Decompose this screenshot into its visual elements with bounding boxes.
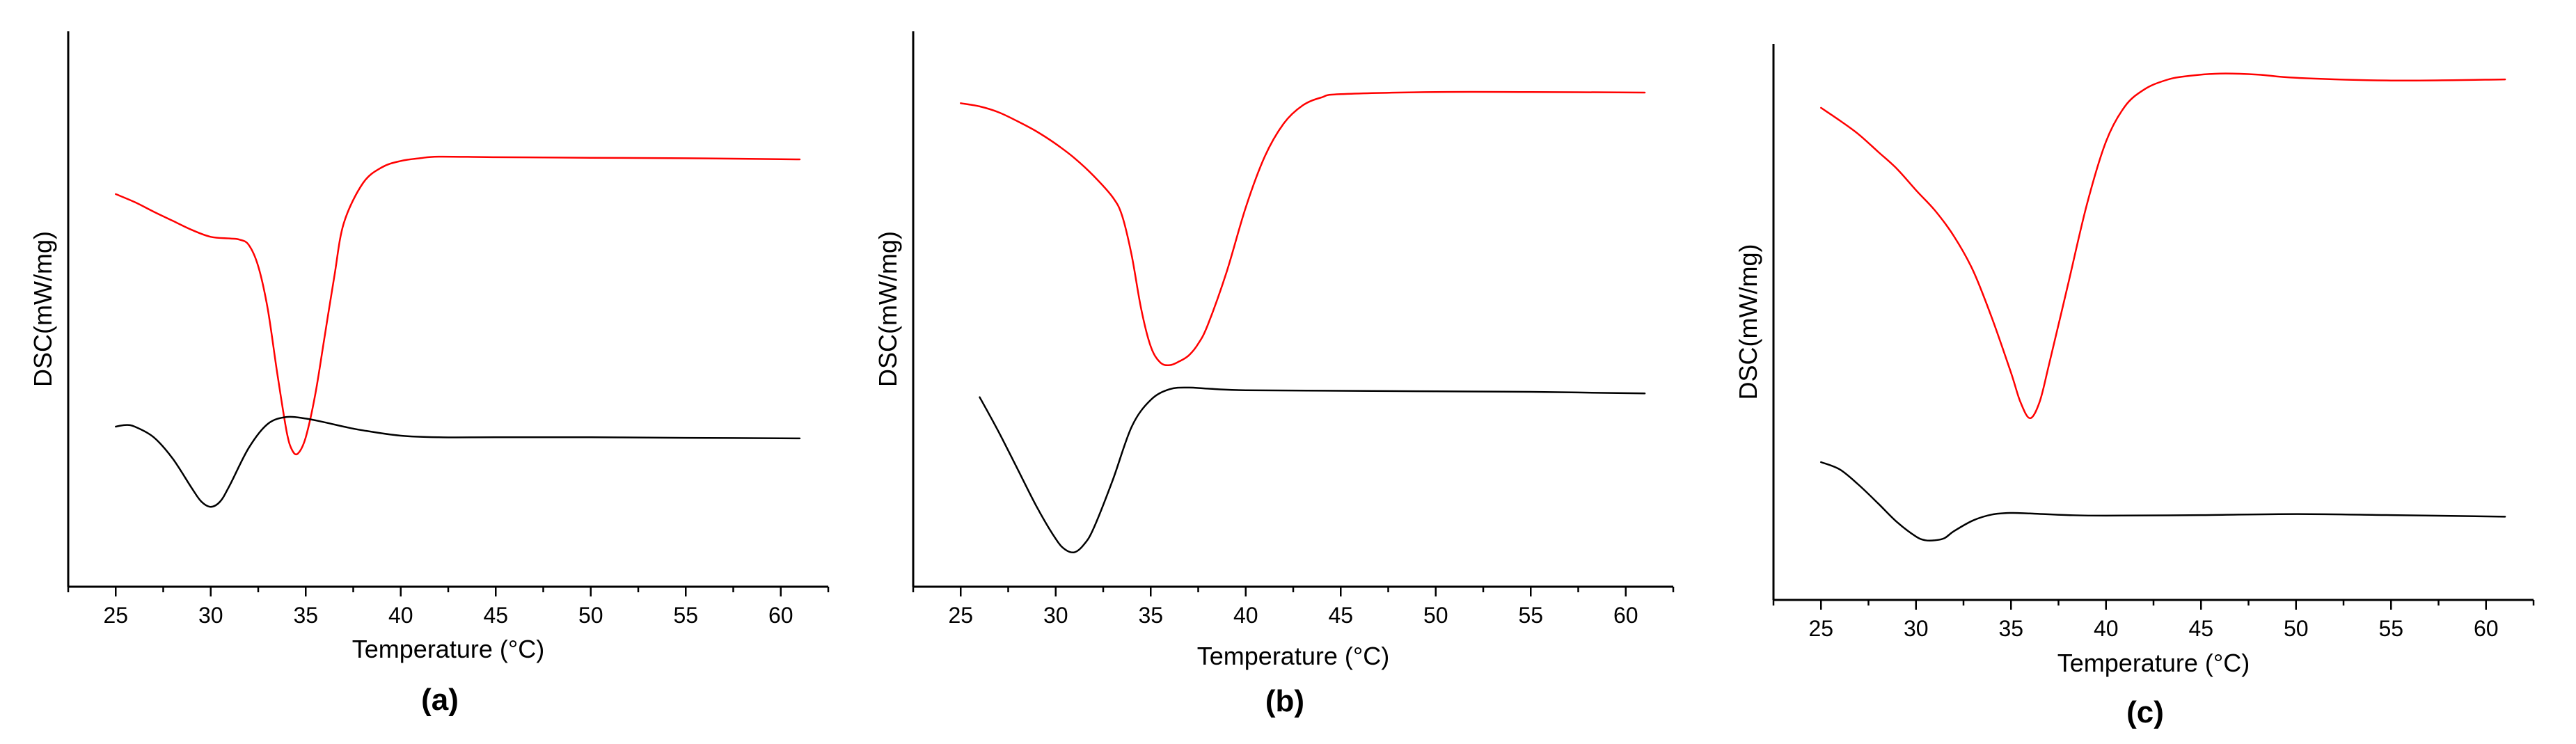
x-tick-label: 45 (483, 603, 508, 628)
panel-a: 25 30 35 40 45 50 55 60 Temperature (°C) DSC(mW/m… (29, 31, 830, 717)
panel-c: 25 30 35 40 45 50 55 60 Temperature (°C) DSC(mW/m… (1734, 44, 2535, 729)
y-axis-title: DSC(mW/mg) (29, 231, 57, 387)
x-tick-label: 50 (2284, 616, 2309, 641)
x-tick-label: 25 (948, 603, 973, 628)
x-tick-label: 40 (1233, 603, 1258, 628)
y-axis-title: DSC(mW/mg) (874, 231, 902, 387)
x-tick-label: 25 (103, 603, 128, 628)
x-tick-label: 55 (673, 603, 698, 628)
x-tick-label: 45 (2188, 616, 2213, 641)
series-black-curve (979, 386, 1646, 554)
x-tick-label: 50 (1423, 603, 1448, 628)
series-red-curve (115, 155, 801, 456)
x-tick-label: 55 (2378, 616, 2403, 641)
series-red-curve (1820, 72, 2506, 420)
x-tick-label: 30 (1043, 603, 1068, 628)
x-tick-label: 25 (1808, 616, 1833, 641)
x-axis-title: Temperature (°C) (352, 635, 544, 663)
x-axis-title: Temperature (°C) (2057, 649, 2250, 677)
x-tick-label: 30 (198, 603, 223, 628)
panel-b: 25 30 35 40 45 50 55 60 Temperature (°C) DSC(mW/m… (874, 31, 1675, 718)
x-tick-label: 60 (2474, 616, 2499, 641)
x-tick-label: 35 (293, 603, 318, 628)
x-tick-label: 45 (1328, 603, 1353, 628)
x-tick-label: 60 (768, 603, 793, 628)
panel-label: (a) (421, 683, 459, 717)
x-tick-label: 35 (1138, 603, 1163, 628)
panel-label: (b) (1265, 684, 1304, 718)
x-tick-label: 50 (578, 603, 603, 628)
x-axis-title: Temperature (°C) (1197, 642, 1389, 670)
series-red-curve (960, 90, 1646, 367)
y-axis-title: DSC(mW/mg) (1734, 244, 1762, 400)
x-tick-label: 60 (1613, 603, 1638, 628)
x-tick-label: 35 (1998, 616, 2023, 641)
series-black-curve (1820, 461, 2506, 542)
series-black-curve (115, 415, 801, 508)
x-tick-label: 55 (1518, 603, 1543, 628)
panel-label: (c) (2126, 695, 2164, 729)
x-tick-label: 40 (388, 603, 413, 628)
x-tick-label: 40 (2094, 616, 2119, 641)
x-tick-label: 30 (1904, 616, 1929, 641)
